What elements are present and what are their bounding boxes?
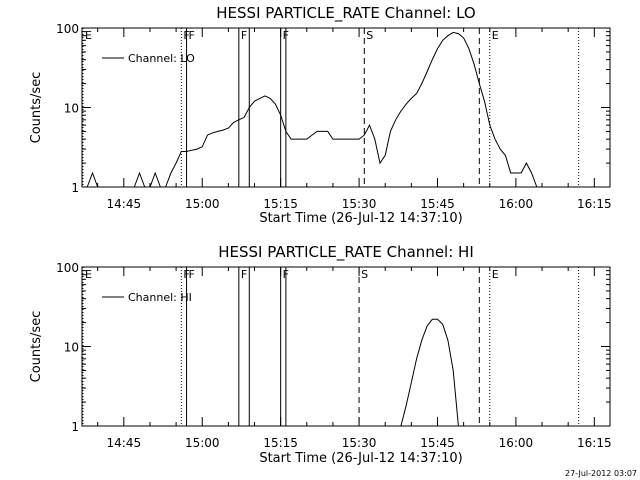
legend-label: Channel: HI	[128, 291, 192, 304]
y-tick-label: 1	[71, 181, 79, 195]
x-tick-label: 16:00	[499, 436, 534, 450]
event-marker-label: F	[241, 29, 247, 42]
x-tick-label: 15:45	[420, 197, 455, 211]
y-tick-label: 100	[56, 261, 79, 275]
x-tick-label: 15:30	[342, 197, 377, 211]
event-marker-label: E	[492, 29, 499, 42]
chart-title: HESSI PARTICLE_RATE Channel: HI	[218, 243, 474, 262]
y-tick-label: 10	[64, 341, 79, 355]
event-marker-label: F	[241, 268, 247, 281]
event-marker-label: F	[189, 268, 195, 281]
x-axis-label: Start Time (26-Jul-12 14:37:10)	[259, 211, 462, 226]
series-line	[400, 318, 459, 427]
x-tick-label: 16:15	[577, 436, 612, 450]
x-tick-label: 14:45	[107, 197, 142, 211]
x-tick-label: 14:45	[107, 436, 142, 450]
event-marker-label: F	[189, 29, 195, 42]
x-tick-label: 15:45	[420, 436, 455, 450]
chart-title: HESSI PARTICLE_RATE Channel: LO	[216, 4, 475, 23]
x-tick-label: 15:30	[342, 436, 377, 450]
series-line	[82, 31, 558, 188]
y-axis-label: Counts/sec	[29, 72, 44, 144]
y-axis-label: Counts/sec	[29, 311, 44, 383]
footer-timestamp: 27-Jul-2012 03:07	[565, 469, 637, 478]
event-marker-label: S	[366, 29, 373, 42]
event-marker-label: E	[85, 268, 92, 281]
x-tick-label: 15:15	[263, 436, 298, 450]
event-marker-label: E	[492, 268, 499, 281]
x-tick-label: 16:15	[577, 197, 612, 211]
panel-lo: HESSI PARTICLE_RATE Channel: LO Counts/se…	[29, 4, 612, 226]
x-tick-label: 16:00	[499, 197, 534, 211]
y-tick-label: 100	[56, 22, 79, 36]
x-tick-label: 15:15	[263, 197, 298, 211]
panel-hi: HESSI PARTICLE_RATE Channel: HI Counts/se…	[29, 243, 612, 466]
y-tick-label: 10	[64, 102, 79, 116]
event-marker-label: S	[361, 268, 368, 281]
y-tick-label: 1	[71, 420, 79, 434]
x-axis-label: Start Time (26-Jul-12 14:37:10)	[259, 451, 462, 466]
event-marker-label: E	[85, 29, 92, 42]
x-tick-label: 15:00	[185, 197, 220, 211]
x-tick-label: 15:00	[185, 436, 220, 450]
legend-label: Channel: LO	[128, 52, 195, 65]
